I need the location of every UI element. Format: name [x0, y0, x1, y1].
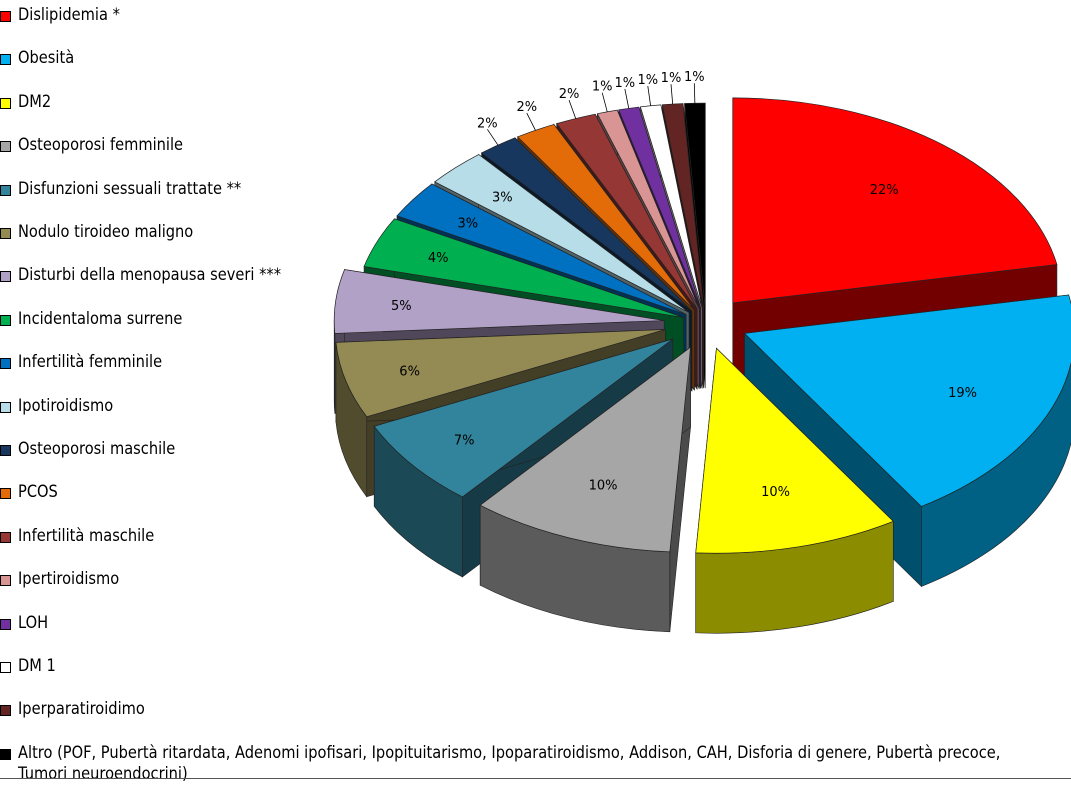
legend-item: DM 1 [18, 656, 56, 677]
data-label: 2% [559, 87, 580, 102]
legend-label: Disfunzioni sessuali trattate ** [18, 178, 242, 199]
data-label: 1% [615, 76, 636, 91]
legend-label: Disturbi della menopausa severi *** [18, 265, 282, 286]
leader-line [601, 92, 608, 112]
legend-label: Infertilità maschile [18, 525, 155, 546]
data-label: 22% [870, 183, 899, 198]
leader-line [670, 84, 674, 105]
legend-item: Disturbi della menopausa severi *** [18, 265, 281, 286]
legend-swatch [0, 358, 11, 370]
legend-item: Iperparatiroidimo [18, 699, 145, 720]
data-label: 2% [516, 100, 537, 115]
legend-label: Ipotiroidismo [18, 395, 114, 416]
pie-slice [479, 346, 691, 633]
legend-item: Osteoporosi femminile [18, 135, 183, 156]
legend-label: Dislipidemia * [18, 5, 120, 25]
legend-label: Osteoporosi maschile [18, 439, 176, 459]
legend-swatch [0, 488, 11, 500]
legend-swatch [0, 97, 11, 109]
legend-item: Incidentaloma surrene [18, 309, 182, 330]
legend-swatch [0, 618, 11, 630]
legend-item: LOH [18, 613, 48, 634]
leader-line [526, 112, 536, 131]
legend-swatch [0, 445, 11, 456]
legend-item: Obesità [18, 48, 74, 69]
data-label: 3% [492, 190, 513, 205]
legend-item: Infertilità femminile [18, 352, 162, 373]
data-label: 10% [589, 478, 618, 493]
data-label: 1% [661, 71, 682, 86]
data-label: 10% [761, 485, 790, 500]
legend-item: DM2 [18, 92, 51, 113]
leader-line [647, 86, 652, 106]
legend-label: Ipertiroidismo [18, 569, 120, 590]
data-label: 5% [391, 299, 412, 314]
data-label: 3% [457, 216, 478, 231]
data-label: 1% [637, 73, 658, 88]
legend-swatch [0, 54, 11, 66]
legend-label: Incidentaloma surrene [18, 308, 183, 329]
legend-swatch [0, 662, 11, 673]
legend-swatch [0, 705, 11, 717]
legend-swatch [0, 314, 11, 326]
legend-swatch [0, 401, 11, 413]
legend-swatch [0, 11, 11, 22]
legend-label: Infertilità femminile [18, 352, 163, 373]
leader-line [487, 129, 499, 146]
leader-line [568, 99, 577, 119]
legend-label: DM 1 [18, 656, 56, 676]
legend-swatch [0, 184, 11, 196]
legend-swatch [0, 575, 11, 587]
legend-swatch [0, 748, 11, 760]
legend-item: Ipertiroidismo [18, 569, 119, 590]
legend-label: Iperparatiroidimo [18, 699, 145, 720]
legend-item: Nodulo tiroideo maligno [18, 222, 193, 243]
pie-slice [695, 347, 894, 634]
legend-label: LOH [18, 612, 49, 633]
legend-item: Ipotiroidismo [18, 396, 113, 417]
data-label: 1% [684, 70, 705, 85]
legend-item: PCOS [18, 482, 58, 503]
legend-label: DM2 [18, 91, 52, 112]
legend-swatch [0, 228, 11, 239]
data-label: 6% [399, 364, 420, 379]
legend-item: Osteoporosi maschile [18, 439, 175, 460]
legend-swatch [0, 271, 11, 283]
legend-item: Infertilità maschile [18, 526, 154, 547]
data-label: 1% [592, 80, 613, 95]
pie-slice [743, 294, 1071, 588]
data-label: 19% [948, 386, 977, 401]
bottom-rule [0, 778, 1071, 779]
legend-label: Obesità [18, 48, 75, 69]
data-label: 4% [428, 251, 449, 266]
legend-swatch [0, 531, 11, 543]
leader-line [624, 88, 630, 109]
legend-item: Disfunzioni sessuali trattate ** [18, 179, 241, 200]
data-label: 2% [477, 116, 498, 131]
legend-label: Osteoporosi femminile [18, 135, 184, 156]
leader-line [693, 83, 696, 104]
data-label: 7% [454, 434, 475, 449]
legend-label: PCOS [18, 482, 58, 503]
legend-label: Nodulo tiroideo maligno [18, 222, 194, 242]
legend-swatch [0, 141, 11, 153]
legend-item: Dislipidemia * [18, 5, 120, 26]
